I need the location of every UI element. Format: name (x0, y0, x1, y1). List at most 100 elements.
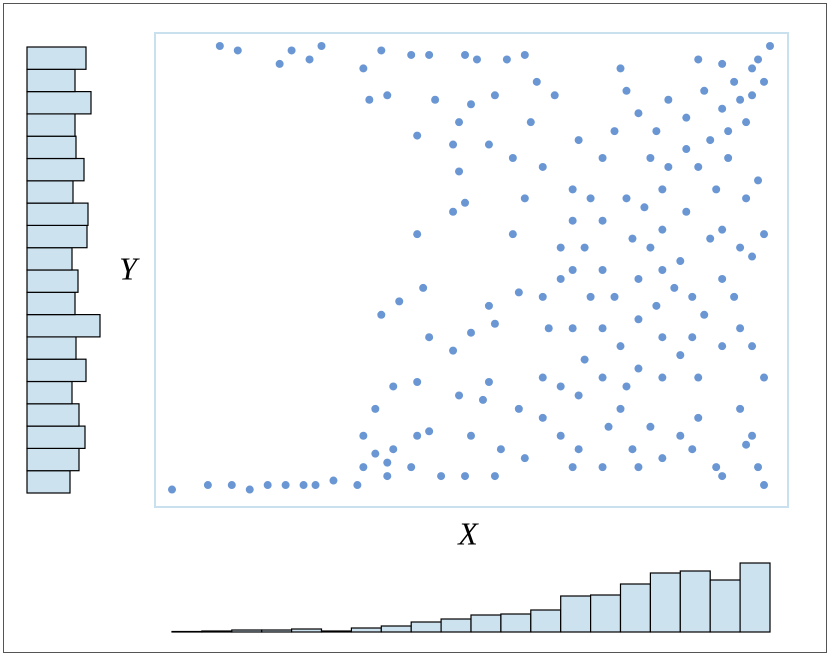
point (472, 55, 481, 64)
point (413, 378, 422, 386)
point (233, 46, 242, 55)
point (634, 274, 643, 283)
point (508, 230, 517, 239)
point (556, 243, 565, 252)
point (215, 42, 224, 50)
histogram-bar (26, 358, 87, 383)
histogram-bar (26, 380, 73, 405)
histogram-bar (679, 570, 711, 633)
point (281, 481, 290, 490)
point (598, 154, 607, 162)
point (490, 472, 499, 481)
point (754, 176, 763, 185)
point (305, 55, 314, 64)
point (616, 64, 625, 73)
point (168, 485, 176, 494)
point (598, 373, 607, 382)
point (490, 91, 499, 100)
point (634, 315, 643, 324)
point (455, 391, 464, 400)
point (730, 292, 739, 301)
point (700, 310, 709, 319)
point (538, 292, 547, 301)
point (520, 194, 529, 203)
point (383, 91, 392, 100)
point (425, 427, 434, 436)
histogram-bar (26, 135, 77, 160)
point (748, 252, 757, 261)
point (658, 225, 667, 234)
point (484, 140, 493, 149)
point (628, 234, 637, 243)
histogram-bar (560, 595, 592, 633)
point (580, 355, 589, 364)
point (299, 481, 308, 490)
point (449, 346, 458, 355)
point (718, 225, 727, 234)
histogram-bar (26, 90, 92, 115)
point (353, 481, 362, 490)
point (682, 113, 691, 122)
point (467, 100, 475, 109)
point (395, 297, 404, 306)
point (682, 145, 691, 154)
point (736, 95, 745, 104)
point (676, 257, 685, 266)
point (736, 243, 745, 252)
x-axis-label: X (456, 515, 479, 551)
point (622, 382, 631, 391)
point (742, 194, 751, 203)
histogram-bar (500, 613, 532, 633)
point (682, 207, 691, 216)
point (568, 463, 577, 472)
point (425, 333, 434, 342)
point (724, 154, 733, 162)
histogram-bar (291, 628, 323, 633)
point (700, 86, 709, 95)
point (556, 274, 565, 283)
point (449, 140, 458, 149)
point (502, 55, 511, 64)
point (568, 185, 577, 194)
point (275, 59, 284, 68)
point (520, 50, 529, 59)
point (526, 118, 535, 127)
point (634, 109, 643, 118)
point (329, 476, 338, 485)
point (760, 77, 769, 86)
point (712, 185, 721, 194)
histogram-bar (231, 629, 263, 633)
point (652, 301, 661, 310)
point (688, 333, 697, 342)
point (580, 243, 589, 252)
point (407, 463, 416, 472)
point (634, 364, 643, 373)
point (520, 454, 529, 463)
point (598, 266, 607, 274)
histogram-bar (26, 291, 76, 316)
point (484, 301, 493, 310)
point (508, 154, 517, 162)
point (496, 445, 505, 454)
point (736, 324, 745, 333)
point (461, 198, 470, 207)
histogram-bar (26, 247, 73, 271)
point (658, 333, 667, 342)
point (610, 127, 619, 136)
point (365, 95, 374, 104)
point (718, 104, 727, 113)
point (718, 274, 727, 283)
point (461, 50, 470, 59)
point (652, 127, 661, 136)
point (694, 413, 703, 422)
point (616, 404, 625, 413)
point (622, 86, 631, 95)
point (413, 431, 422, 440)
point (658, 373, 667, 382)
histogram-bar (26, 470, 71, 494)
point (407, 50, 416, 59)
point (748, 64, 757, 73)
histogram-bar (470, 614, 502, 633)
point (724, 127, 733, 136)
point (317, 42, 326, 50)
